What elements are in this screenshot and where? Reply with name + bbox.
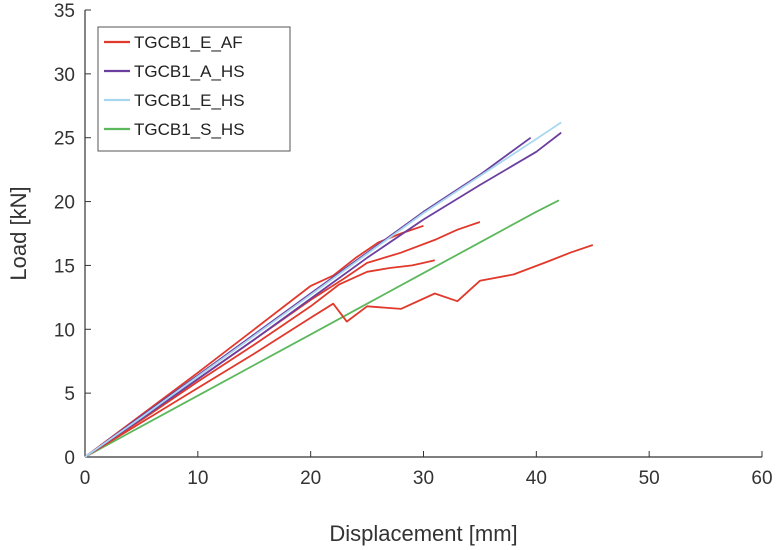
- legend-label: TGCB1_E_AF: [134, 33, 243, 52]
- plot-area: 0 10 20 30 40 50 60 0 5 10 15 20 25 30 35: [54, 1, 773, 489]
- x-ticks: 0 10 20 30 40 50 60: [80, 451, 773, 489]
- series-line-tgcb1-e-af: [84, 244, 594, 458]
- legend-label: TGCB1_E_HS: [134, 91, 245, 110]
- y-tick-label: 10: [54, 320, 75, 341]
- y-tick-label: 35: [54, 1, 75, 22]
- x-tick-label: 30: [413, 468, 434, 489]
- y-tick-label: 0: [64, 448, 75, 469]
- x-tick-label: 20: [300, 468, 321, 489]
- series-line-tgcb1-e-af: [84, 259, 436, 458]
- legend-entry-tgcb1-s-hs: TGCB1_S_HS: [104, 120, 245, 139]
- series-line-tgcb1-e-hs: [84, 121, 562, 458]
- y-ticks: 0 5 10 15 20 25 30 35: [54, 1, 91, 469]
- y-tick-label: 25: [54, 129, 75, 150]
- y-tick-label: 5: [64, 384, 75, 405]
- y-tick-label: 20: [54, 193, 75, 214]
- x-tick-label: 60: [751, 468, 772, 489]
- y-tick-label: 15: [54, 256, 75, 277]
- series-line-tgcb1-a-hs: [84, 131, 562, 458]
- legend-entry-tgcb1-e-af: TGCB1_E_AF: [104, 33, 243, 52]
- x-axis-label: Displacement [mm]: [329, 521, 517, 546]
- legend-box: [97, 26, 291, 152]
- x-tick-label: 40: [526, 468, 547, 489]
- x-tick-label: 50: [639, 468, 660, 489]
- series-line-tgcb1-a-hs: [84, 136, 532, 458]
- y-tick-label: 30: [54, 65, 75, 86]
- legend-entry-tgcb1-e-hs: TGCB1_E_HS: [104, 91, 245, 110]
- legend-label: TGCB1_S_HS: [134, 120, 245, 139]
- legend-entry-tgcb1-a-hs: TGCB1_A_HS: [104, 62, 245, 81]
- series-line-tgcb1-s-hs: [84, 199, 560, 458]
- x-tick-label: 10: [187, 468, 208, 489]
- series-layer: [84, 121, 594, 458]
- legend-label: TGCB1_A_HS: [134, 62, 245, 81]
- legend: TGCB1_E_AF TGCB1_A_HS TGCB1_E_HS TGCB1_S…: [97, 26, 291, 152]
- y-axis-label: Load [kN]: [6, 186, 31, 280]
- x-tick-label: 0: [80, 468, 91, 489]
